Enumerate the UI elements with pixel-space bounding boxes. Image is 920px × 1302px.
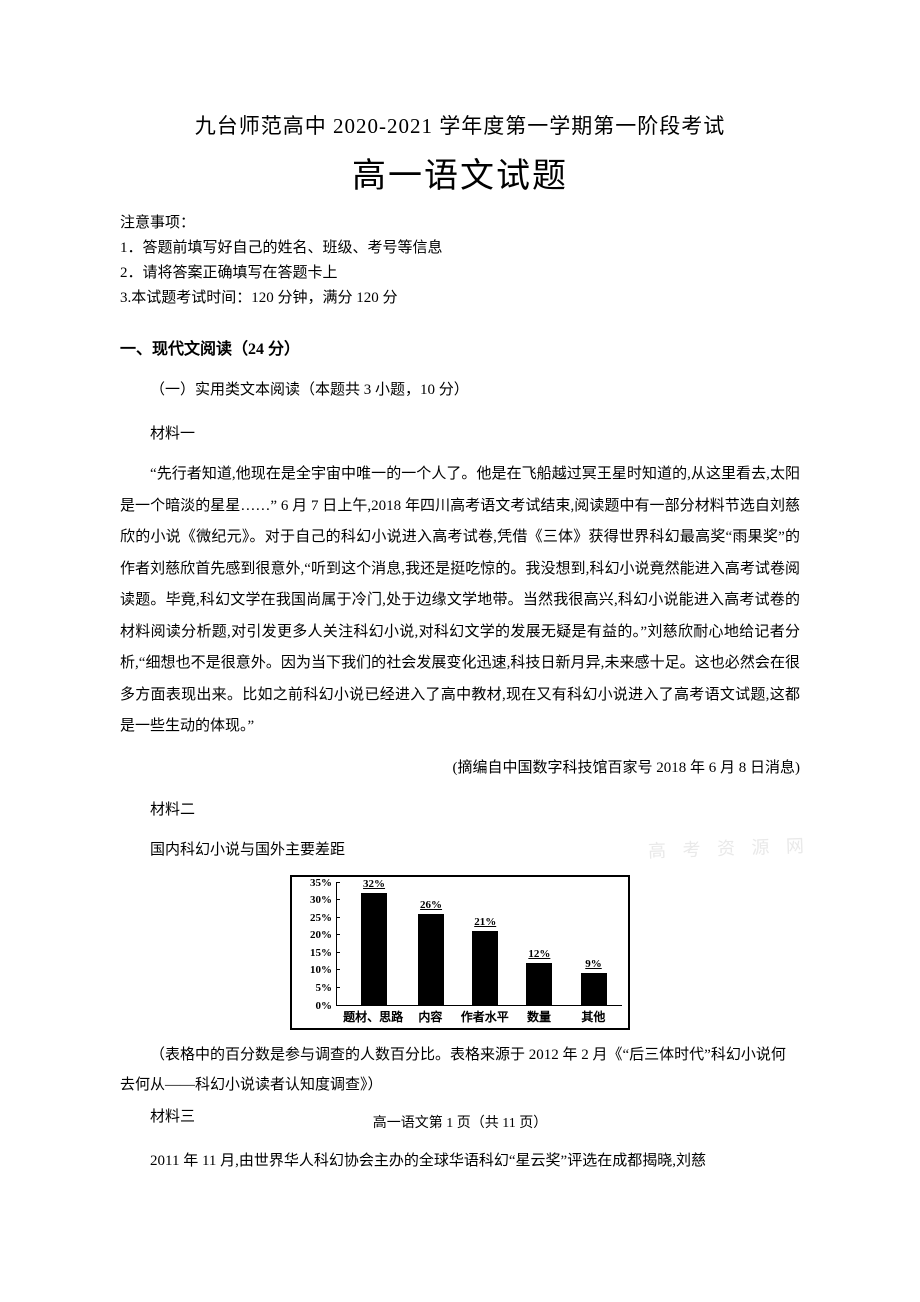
- section-1-sub: （一）实用类文本阅读（本题共 3 小题，10 分）: [120, 375, 800, 405]
- y-tick-label: 0%: [316, 1000, 333, 1012]
- chart-container: 0% 5% 10% 15% 20% 25% 30% 35% 32% 26% 21% 12% 9% 题材…: [120, 875, 800, 1030]
- y-tick-label: 10%: [310, 964, 332, 976]
- x-tick-label: 内容: [418, 1008, 442, 1025]
- exam-header-line1: 九台师范高中 2020-2021 学年度第一学期第一阶段考试: [120, 110, 800, 140]
- y-tick-label: 25%: [310, 912, 332, 924]
- plot-area: 32% 26% 21% 12% 9%: [336, 883, 622, 1006]
- bar-value-label: 21%: [474, 916, 496, 928]
- bar: 21%: [472, 931, 498, 1004]
- y-tick-label: 15%: [310, 947, 332, 959]
- page: 九台师范高中 2020-2021 学年度第一学期第一阶段考试 高一语文试题 注意…: [0, 0, 920, 1247]
- bar: 32%: [361, 893, 387, 1005]
- material-3-row: 材料三 高一语文第 1 页（共 11 页）: [120, 1102, 800, 1132]
- x-tick-label: 数量: [527, 1008, 551, 1025]
- watermark-text: 高 考 资 源 网: [617, 827, 810, 870]
- chart-caption: （表格中的百分数是参与调查的人数百分比。表格来源于 2012 年 2 月《“后三…: [120, 1040, 800, 1100]
- x-tick-label: 其他: [581, 1008, 605, 1025]
- y-axis: 0%5%10%15%20%25%30%35%: [292, 883, 336, 1006]
- notice-header: 注意事项：: [120, 211, 800, 232]
- bar-value-label: 9%: [585, 958, 602, 970]
- x-tick-label: 题材、思路: [343, 1008, 403, 1025]
- material-2-subtitle: 国内科幻小说与国外主要差距: [150, 842, 345, 858]
- material-2-subtitle-row: 国内科幻小说与国外主要差距 高 考 资 源 网: [120, 835, 800, 865]
- bar: 9%: [581, 973, 607, 1004]
- y-tick-label: 35%: [310, 877, 332, 889]
- bar-value-label: 32%: [363, 878, 385, 890]
- notice-item-3: 3.本试题考试时间：120 分钟，满分 120 分: [120, 286, 800, 307]
- notice-item-1: 1．答题前填写好自己的姓名、班级、考号等信息: [120, 236, 800, 257]
- y-tick-label: 20%: [310, 929, 332, 941]
- bar: 12%: [526, 963, 552, 1005]
- material-3-para: 2011 年 11 月,由世界华人科幻协会主办的全球华语科幻“星云奖”评选在成都…: [120, 1146, 800, 1178]
- y-tick-label: 30%: [310, 894, 332, 906]
- x-tick-label: 作者水平: [461, 1008, 509, 1025]
- page-footer: 高一语文第 1 页（共 11 页）: [120, 1112, 800, 1132]
- x-axis-labels: 题材、思路内容 作者水平 数量 其他: [336, 1008, 622, 1026]
- notice-item-2: 2．请将答案正确填写在答题卡上: [120, 261, 800, 282]
- chart-inner: 0% 5% 10% 15% 20% 25% 30% 35% 32% 26% 21% 12% 9% 题材…: [292, 877, 628, 1028]
- bar-value-label: 26%: [420, 899, 442, 911]
- bar-chart: 0% 5% 10% 15% 20% 25% 30% 35% 32% 26% 21% 12% 9% 题材…: [290, 875, 630, 1030]
- material-1-label: 材料一: [120, 419, 800, 449]
- bar-value-label: 12%: [528, 948, 550, 960]
- material-1-source: (摘编自中国数字科技馆百家号 2018 年 6 月 8 日消息): [120, 753, 800, 783]
- bar: 26%: [418, 914, 444, 1005]
- exam-header-line2: 高一语文试题: [120, 148, 800, 197]
- material-1-para: “先行者知道,他现在是全宇宙中唯一的一个人了。他是在飞船越过冥王星时知道的,从这…: [120, 459, 800, 743]
- y-tick-label: 5%: [316, 982, 333, 994]
- material-2-label: 材料二: [120, 795, 800, 825]
- section-1-heading: 一、现代文阅读（24 分）: [120, 335, 800, 359]
